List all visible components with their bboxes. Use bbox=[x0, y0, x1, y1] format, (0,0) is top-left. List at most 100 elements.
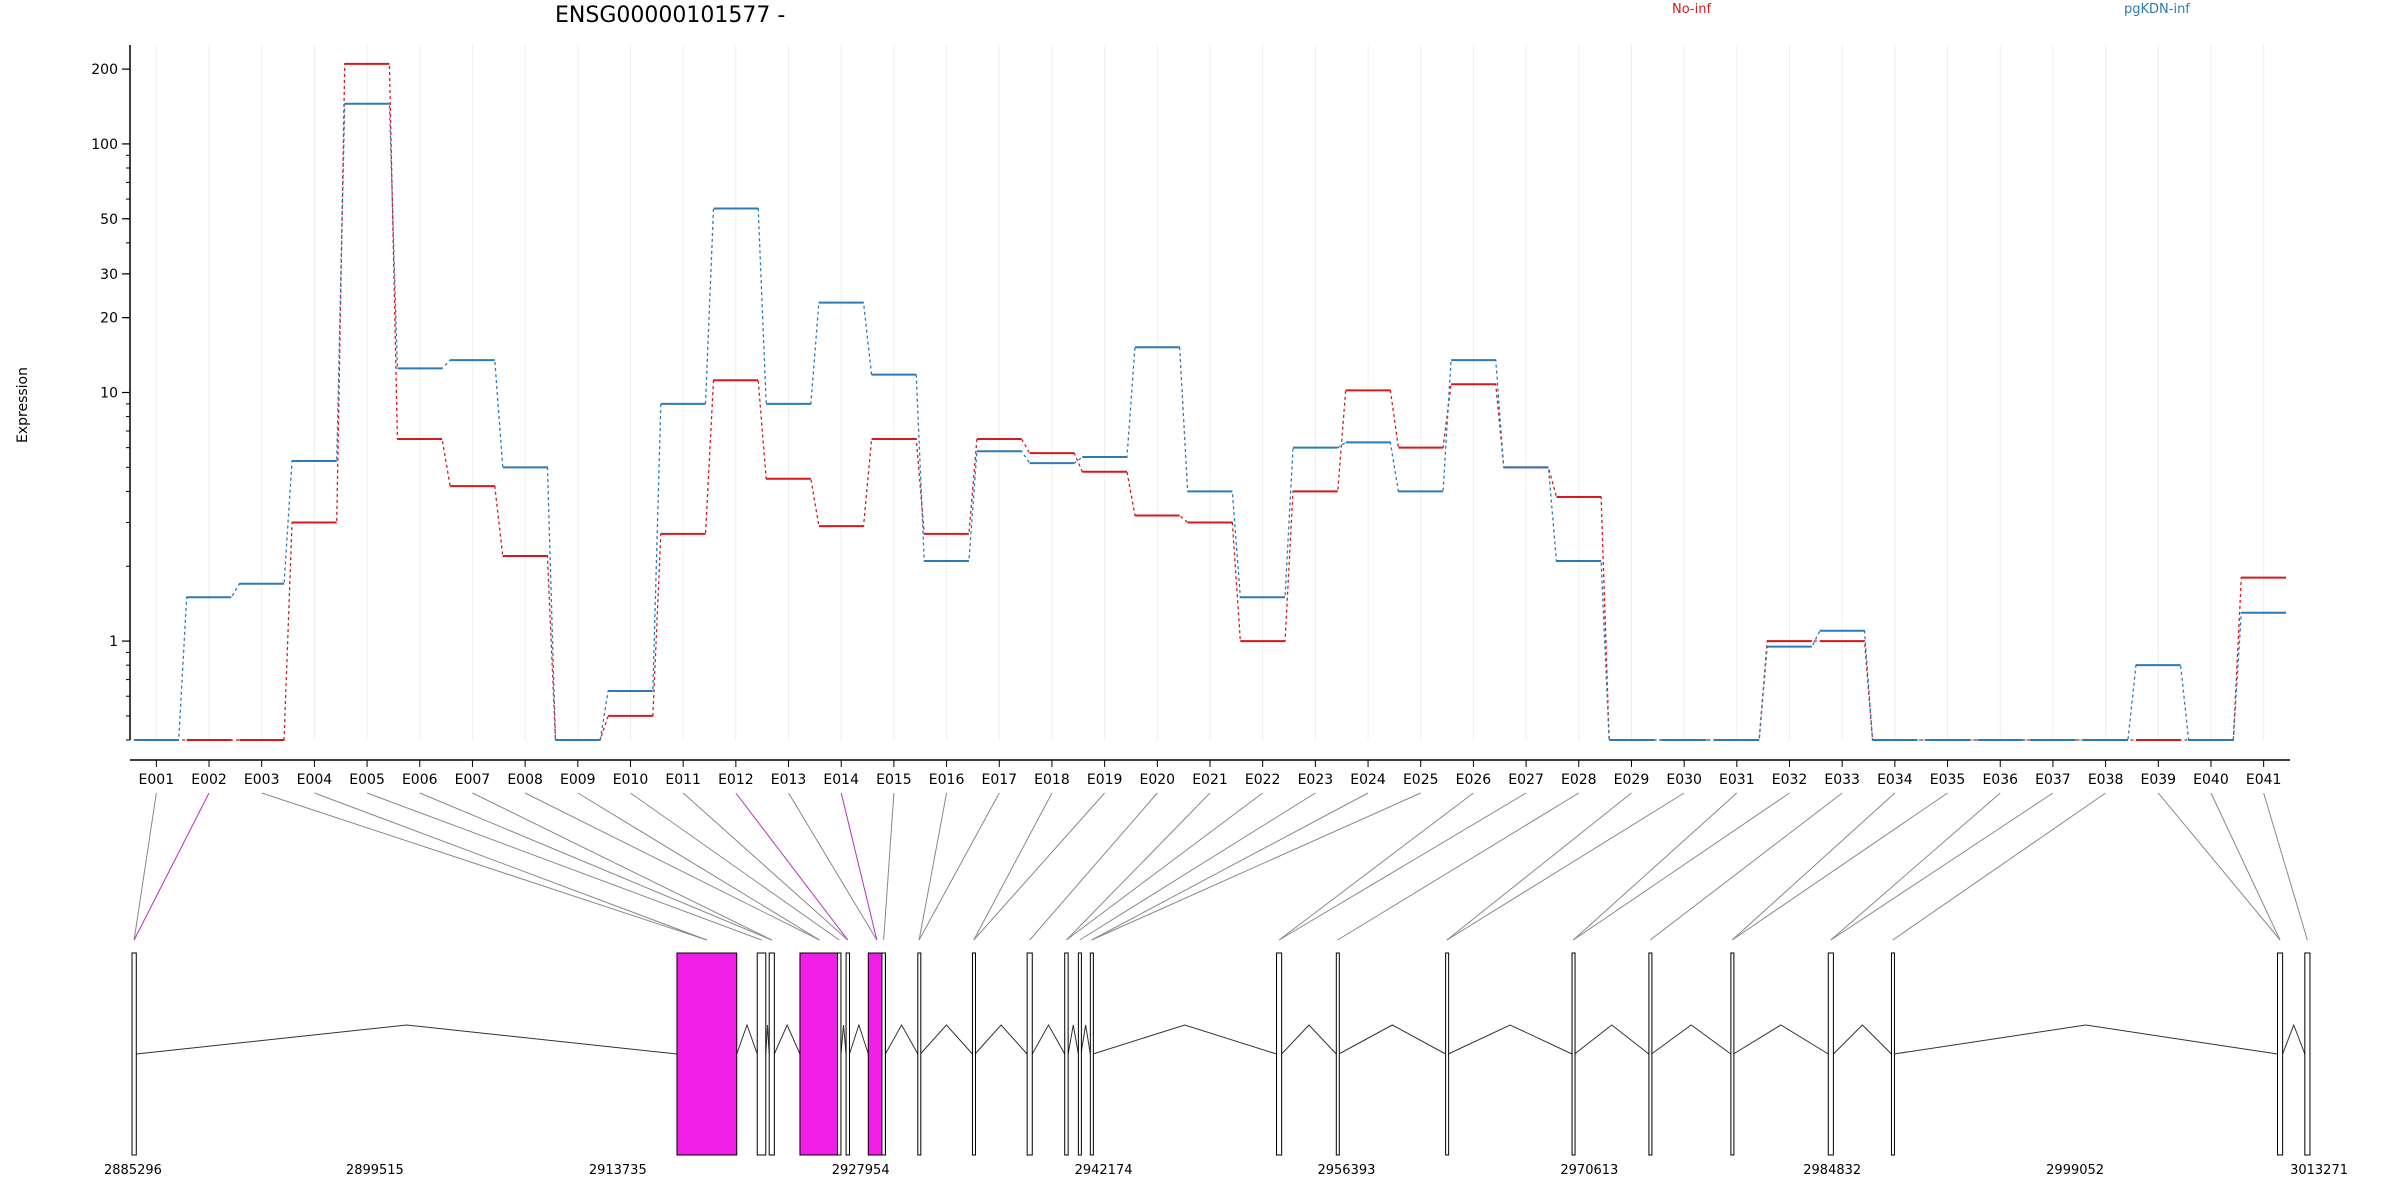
x-tick-label: E001 bbox=[139, 772, 175, 788]
y-tick-label: 30 bbox=[100, 267, 118, 283]
x-tick-label: E037 bbox=[2035, 772, 2071, 788]
x-tick-label: E018 bbox=[1034, 772, 1070, 788]
coordinate-label: 2927954 bbox=[832, 1163, 890, 1178]
intron bbox=[1574, 1024, 1650, 1055]
intron bbox=[920, 1024, 973, 1055]
exon-connector bbox=[682, 792, 849, 941]
intron bbox=[974, 1024, 1028, 1055]
intron bbox=[1447, 1024, 1573, 1055]
exon-connector bbox=[133, 792, 210, 941]
exon bbox=[768, 952, 775, 1156]
exon-connector bbox=[788, 792, 878, 941]
exon-highlighted bbox=[799, 952, 840, 1156]
coordinate-label: 2899515 bbox=[346, 1163, 404, 1178]
intron bbox=[1338, 1024, 1446, 1055]
x-tick-label: E023 bbox=[1298, 772, 1334, 788]
exon-connector bbox=[1278, 792, 1474, 941]
y-tick-label: 20 bbox=[100, 311, 118, 327]
intron bbox=[1833, 1024, 1892, 1055]
exon-connector bbox=[419, 792, 772, 941]
legend-entry-no-inf: No-inf bbox=[1672, 2, 1711, 17]
exon-connector bbox=[1892, 792, 2106, 941]
exon bbox=[2304, 952, 2311, 1156]
exon-connector bbox=[2157, 792, 2281, 941]
x-tick-label: E025 bbox=[1403, 772, 1439, 788]
intron bbox=[1733, 1024, 1829, 1055]
x-tick-label: E009 bbox=[560, 772, 596, 788]
exon bbox=[1077, 952, 1082, 1156]
exon-connector bbox=[1029, 792, 1158, 941]
intron bbox=[1651, 1024, 1732, 1055]
exon-connector bbox=[1079, 792, 1316, 941]
exon-connector bbox=[577, 792, 820, 941]
exon-connector bbox=[1830, 792, 2054, 941]
exon bbox=[1276, 952, 1283, 1156]
x-tick-label: E030 bbox=[1666, 772, 1702, 788]
exon-connector bbox=[973, 792, 1053, 941]
intron bbox=[1281, 1024, 1337, 1055]
x-tick-label: E041 bbox=[2246, 772, 2282, 788]
exon bbox=[837, 952, 842, 1156]
x-tick-label: E012 bbox=[718, 772, 754, 788]
intron bbox=[1067, 1024, 1079, 1055]
exon bbox=[1064, 952, 1069, 1156]
x-tick-label: E011 bbox=[665, 772, 701, 788]
exon-connector bbox=[261, 792, 708, 941]
exon-connector bbox=[1066, 792, 1211, 941]
exon-connector bbox=[630, 792, 840, 941]
coordinate-label: 2956393 bbox=[1317, 1163, 1375, 1178]
intron bbox=[1080, 1024, 1091, 1055]
intron bbox=[765, 1024, 770, 1055]
exon-connector bbox=[918, 792, 1000, 941]
exon-connector bbox=[735, 792, 849, 941]
x-tick-label: E020 bbox=[1140, 772, 1176, 788]
x-tick-label: E031 bbox=[1719, 772, 1755, 788]
exon-connector bbox=[2210, 792, 2281, 941]
exon bbox=[2276, 952, 2284, 1156]
coordinate-label: 3013271 bbox=[2290, 1163, 2348, 1178]
x-tick-label: E022 bbox=[1245, 772, 1281, 788]
x-tick-label: E026 bbox=[1456, 772, 1492, 788]
y-tick-label: 50 bbox=[100, 212, 118, 228]
legend-entry-pgkdn-inf: pgKDN-inf bbox=[2124, 2, 2190, 17]
exon bbox=[131, 952, 137, 1156]
x-tick-label: E016 bbox=[929, 772, 965, 788]
x-tick-label: E008 bbox=[507, 772, 543, 788]
y-axis: 200 100 50 30 20 10 1 bbox=[91, 45, 131, 741]
coordinate-label: 2913735 bbox=[589, 1163, 647, 1178]
series-layer bbox=[134, 62, 2286, 741]
exon-highlighted bbox=[676, 952, 738, 1156]
exon-connector bbox=[524, 792, 820, 941]
exon-connector bbox=[973, 792, 1106, 941]
exon bbox=[1730, 952, 1735, 1156]
x-tick-label: E014 bbox=[823, 772, 859, 788]
intron bbox=[849, 1023, 869, 1055]
series-pgkdn-inf bbox=[134, 102, 2286, 741]
x-tick-label: E003 bbox=[244, 772, 280, 788]
exon-connector bbox=[1446, 792, 1632, 941]
exon-connector bbox=[1573, 792, 1790, 941]
x-tick-label: E002 bbox=[191, 772, 227, 788]
exon-connector bbox=[2263, 792, 2308, 941]
x-tick-label: E015 bbox=[876, 772, 912, 788]
exon-connector bbox=[1649, 792, 1843, 941]
exon-connector bbox=[883, 792, 895, 941]
x-tick-label: E033 bbox=[1824, 772, 1860, 788]
y-tick-label: 200 bbox=[91, 62, 118, 78]
x-tick-label: E035 bbox=[1930, 772, 1966, 788]
x-tick-label: E040 bbox=[2193, 772, 2229, 788]
y-tick-label: 100 bbox=[91, 137, 118, 153]
x-tick-label: E006 bbox=[402, 772, 438, 788]
intron bbox=[736, 1023, 758, 1055]
exon bbox=[1827, 952, 1834, 1156]
exon-connector bbox=[840, 792, 878, 941]
exon-connector bbox=[1066, 792, 1263, 941]
exon-connector bbox=[918, 792, 948, 941]
exon-connector bbox=[133, 792, 157, 941]
exon-connector bbox=[314, 792, 708, 941]
x-tick-label: E004 bbox=[297, 772, 333, 788]
x-tick-label: E010 bbox=[613, 772, 649, 788]
exon-connector bbox=[1731, 792, 1948, 941]
genomic-coordinate-axis: 2885296 2899515 2913735 2927954 2942174 29563… bbox=[104, 1163, 2348, 1178]
